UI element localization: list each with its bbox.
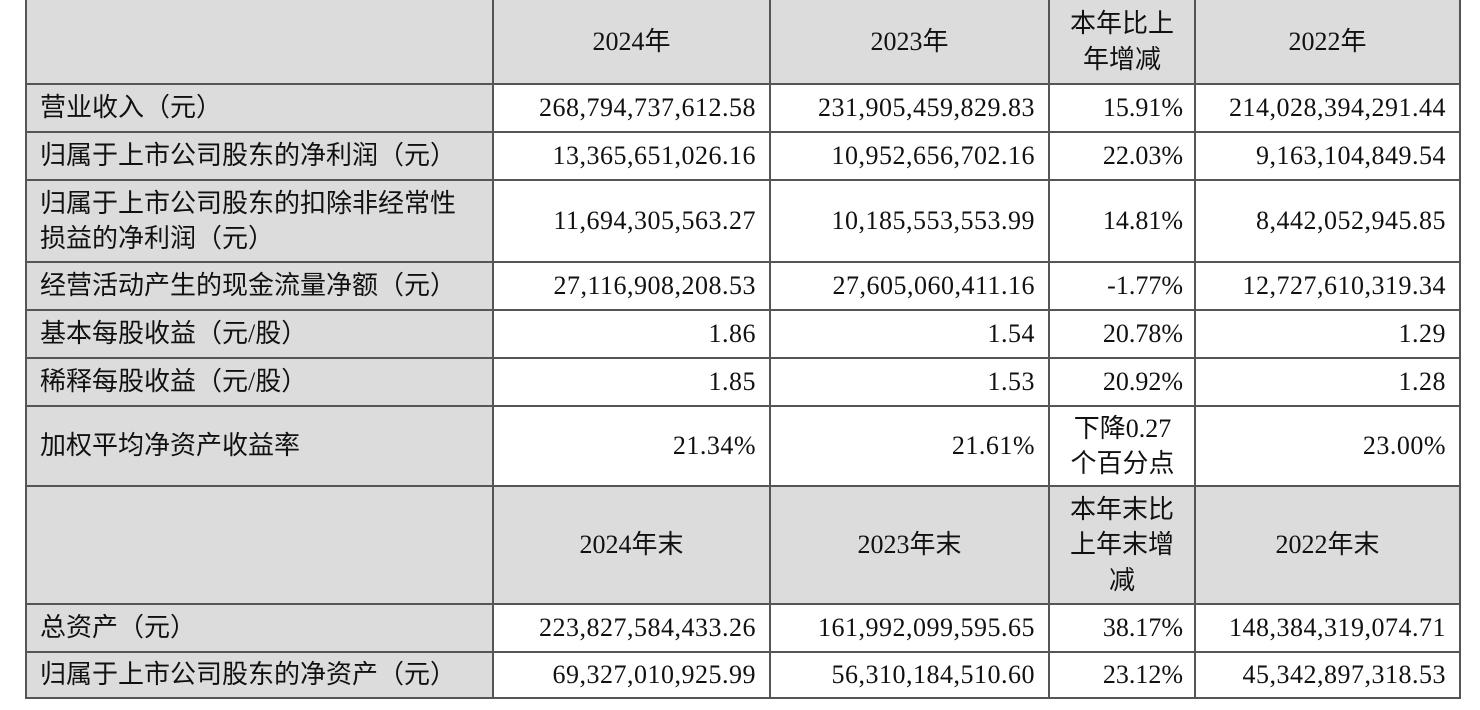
row-net-profit: 归属于上市公司股东的净利润（元） 13,365,651,026.16 10,95… [25, 131, 1461, 181]
corner-cell [25, 0, 494, 85]
cell-basic-eps-2024: 1.86 [492, 309, 771, 359]
row-operating-cash-flow: 经营活动产生的现金流量净额（元） 27,116,908,208.53 27,60… [25, 261, 1461, 311]
col-header-2023-end: 2023年末 [769, 485, 1050, 605]
financial-summary-table: 2024年 2023年 本年比上 年增减 2022年 营业收入（元） 268,7… [25, 0, 1461, 699]
cell-basic-eps-2022: 1.29 [1194, 309, 1461, 359]
cell-net-assets-2022: 45,342,897,318.53 [1194, 651, 1461, 699]
cell-deducted-net-profit-2023: 10,185,553,553.99 [769, 179, 1050, 263]
row-net-assets: 归属于上市公司股东的净资产（元） 69,327,010,925.99 56,31… [25, 651, 1461, 699]
cell-weighted-roe-2023: 21.61% [769, 405, 1050, 487]
cell-net-profit-2023: 10,952,656,702.16 [769, 131, 1050, 181]
cell-revenue-2022: 214,028,394,291.44 [1194, 83, 1461, 133]
row-total-assets: 总资产（元） 223,827,584,433.26 161,992,099,59… [25, 603, 1461, 653]
row-label-deducted-net-profit: 归属于上市公司股东的扣除非经常性 损益的净利润（元） [25, 179, 494, 263]
col-header-yearend-change: 本年末比 上年末增 减 [1048, 485, 1196, 605]
annual-header-row: 2024年 2023年 本年比上 年增减 2022年 [25, 0, 1461, 85]
cell-diluted-eps-2022: 1.28 [1194, 357, 1461, 407]
cell-operating-cash-flow-2022: 12,727,610,319.34 [1194, 261, 1461, 311]
cell-net-profit-change: 22.03% [1048, 131, 1196, 181]
cell-total-assets-change: 38.17% [1048, 603, 1196, 653]
row-diluted-eps: 稀释每股收益（元/股） 1.85 1.53 20.92% 1.28 [25, 357, 1461, 407]
cell-operating-cash-flow-change: -1.77% [1048, 261, 1196, 311]
cell-operating-cash-flow-2023: 27,605,060,411.16 [769, 261, 1050, 311]
cell-deducted-net-profit-change: 14.81% [1048, 179, 1196, 263]
row-label-net-assets: 归属于上市公司股东的净资产（元） [25, 651, 494, 699]
cell-deducted-net-profit-2024: 11,694,305,563.27 [492, 179, 771, 263]
row-basic-eps: 基本每股收益（元/股） 1.86 1.54 20.78% 1.29 [25, 309, 1461, 359]
yearend-header-row: 2024年末 2023年末 本年末比 上年末增 减 2022年末 [25, 485, 1461, 605]
cell-weighted-roe-2022: 23.00% [1194, 405, 1461, 487]
row-label-total-assets: 总资产（元） [25, 603, 494, 653]
cell-weighted-roe-2024: 21.34% [492, 405, 771, 487]
col-header-2024: 2024年 [492, 0, 771, 85]
cell-revenue-2023: 231,905,459,829.83 [769, 83, 1050, 133]
cell-basic-eps-change: 20.78% [1048, 309, 1196, 359]
row-label-revenue: 营业收入（元） [25, 83, 494, 133]
cell-diluted-eps-change: 20.92% [1048, 357, 1196, 407]
cell-deducted-net-profit-2022: 8,442,052,945.85 [1194, 179, 1461, 263]
cell-net-profit-2022: 9,163,104,849.54 [1194, 131, 1461, 181]
row-label-diluted-eps: 稀释每股收益（元/股） [25, 357, 494, 407]
row-revenue: 营业收入（元） 268,794,737,612.58 231,905,459,8… [25, 83, 1461, 133]
cell-total-assets-2022: 148,384,319,074.71 [1194, 603, 1461, 653]
row-label-basic-eps: 基本每股收益（元/股） [25, 309, 494, 359]
row-label-operating-cash-flow: 经营活动产生的现金流量净额（元） [25, 261, 494, 311]
row-label-net-profit: 归属于上市公司股东的净利润（元） [25, 131, 494, 181]
cell-revenue-2024: 268,794,737,612.58 [492, 83, 771, 133]
cell-net-profit-2024: 13,365,651,026.16 [492, 131, 771, 181]
cell-weighted-roe-change: 下降0.27 个百分点 [1048, 405, 1196, 487]
col-header-2022-end: 2022年末 [1194, 485, 1461, 605]
cell-basic-eps-2023: 1.54 [769, 309, 1050, 359]
col-header-2024-end: 2024年末 [492, 485, 771, 605]
cell-net-assets-2023: 56,310,184,510.60 [769, 651, 1050, 699]
cell-net-assets-change: 23.12% [1048, 651, 1196, 699]
cell-total-assets-2023: 161,992,099,595.65 [769, 603, 1050, 653]
col-header-yoy-change: 本年比上 年增减 [1048, 0, 1196, 85]
cell-diluted-eps-2023: 1.53 [769, 357, 1050, 407]
row-weighted-roe: 加权平均净资产收益率 21.34% 21.61% 下降0.27 个百分点 23.… [25, 405, 1461, 487]
row-deducted-net-profit: 归属于上市公司股东的扣除非经常性 损益的净利润（元） 11,694,305,56… [25, 179, 1461, 263]
cell-total-assets-2024: 223,827,584,433.26 [492, 603, 771, 653]
cell-diluted-eps-2024: 1.85 [492, 357, 771, 407]
cell-net-assets-2024: 69,327,010,925.99 [492, 651, 771, 699]
row-label-weighted-roe: 加权平均净资产收益率 [25, 405, 494, 487]
col-header-2022: 2022年 [1194, 0, 1461, 85]
yearend-corner-cell [25, 485, 494, 605]
cell-revenue-change: 15.91% [1048, 83, 1196, 133]
col-header-2023: 2023年 [769, 0, 1050, 85]
cell-operating-cash-flow-2024: 27,116,908,208.53 [492, 261, 771, 311]
